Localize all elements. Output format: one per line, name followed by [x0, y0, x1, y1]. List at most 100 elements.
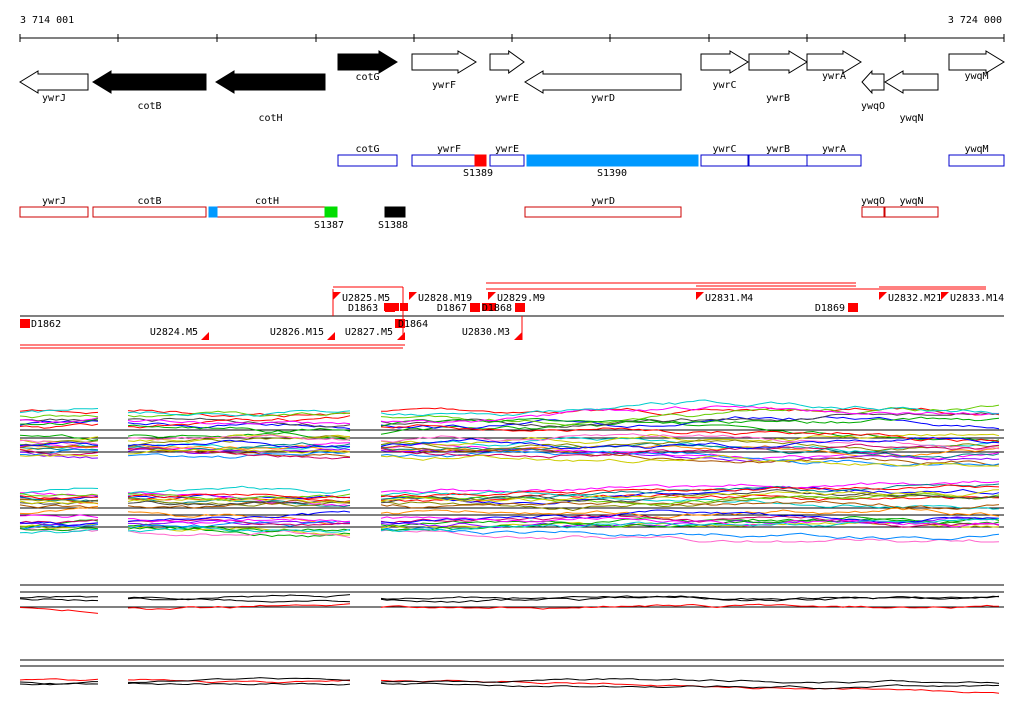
reverse-segment-label: S1388 — [378, 220, 408, 231]
feature-flag-U2830.M3 — [514, 332, 522, 340]
expression-trace — [127, 410, 351, 418]
gene-label-ywqN: ywqN — [899, 113, 923, 124]
expression-trace — [127, 451, 351, 459]
expression-trace — [19, 528, 99, 534]
expression-trace — [127, 525, 351, 533]
feature-label: D1864 — [398, 319, 428, 330]
gene-arrow-cotG — [337, 50, 398, 74]
feature-flag-U2826.M15 — [327, 332, 335, 340]
expression-trace — [127, 677, 351, 684]
expression-trace — [127, 434, 351, 441]
feature-box-D1864 — [395, 319, 405, 328]
forward-box-label: ywrE — [495, 144, 519, 155]
expression-trace — [19, 492, 99, 497]
expression-trace — [19, 454, 99, 457]
expression-trace — [127, 594, 351, 601]
gene-arrow-ywqO — [861, 69, 885, 95]
expression-trace — [380, 433, 1000, 451]
gene-label-cotB: cotB — [137, 101, 161, 112]
expression-trace — [19, 448, 99, 457]
gene-arrow-ywrC — [700, 50, 749, 74]
expression-trace — [127, 510, 351, 522]
gene-arrow-ywrJ — [19, 70, 89, 94]
feature-flag-U2825.M5 — [333, 292, 341, 300]
feature-flag-U2827.M5 — [397, 332, 405, 340]
reverse-box-label: ywqN — [899, 196, 923, 207]
reverse-box-cotB — [92, 206, 207, 218]
gene-label-ywrA: ywrA — [822, 71, 846, 82]
reverse-box-ywqO — [861, 206, 885, 218]
gene-label-ywrE: ywrE — [495, 93, 519, 104]
forward-box-label: ywrB — [766, 144, 790, 155]
expression-trace — [127, 435, 351, 447]
expression-trace — [380, 507, 1000, 519]
gene-arrow-ywrE — [489, 50, 525, 74]
gene-arrow-cotB — [92, 70, 207, 94]
gene-label-ywrD: ywrD — [591, 93, 615, 104]
forward-box-ywrA — [806, 154, 862, 167]
expression-trace — [19, 681, 99, 685]
cotH-marker-segment — [208, 206, 218, 218]
expression-trace — [19, 422, 99, 429]
expression-trace — [127, 447, 351, 460]
expression-trace — [380, 433, 1000, 446]
expression-trace — [380, 518, 1000, 533]
feature-label: U2828.M19 — [418, 293, 472, 304]
expression-trace — [19, 598, 99, 602]
expression-trace — [19, 487, 99, 495]
expression-trace — [19, 607, 99, 614]
expression-trace — [19, 449, 99, 456]
feature-label: U2830.M3 — [462, 327, 510, 338]
expression-trace — [380, 399, 1000, 417]
reverse-segment-S1388 — [384, 206, 406, 218]
feature-flag-U2829.M9 — [488, 292, 496, 300]
expression-trace — [127, 603, 351, 610]
expression-trace — [380, 405, 1000, 424]
gene-arrow-ywrA — [806, 50, 862, 74]
reverse-segment-label: S1387 — [314, 220, 344, 231]
feature-box-D1862 — [20, 319, 30, 328]
expression-trace — [380, 454, 999, 467]
feature-box-D1868 — [515, 303, 525, 312]
expression-trace — [127, 422, 351, 430]
coordinate-end: 3 724 000 — [948, 15, 1002, 26]
feature-flag-U2824.M5 — [201, 332, 209, 340]
expression-trace — [381, 436, 1000, 453]
expression-trace — [380, 489, 1000, 503]
expression-trace — [127, 419, 351, 425]
expression-trace — [380, 450, 1000, 467]
feature-label: U2827.M5 — [345, 327, 393, 338]
expression-trace — [380, 443, 1000, 460]
expression-trace — [19, 451, 99, 459]
expression-trace — [380, 493, 1000, 512]
forward-box-label: ywrC — [712, 144, 736, 155]
gene-label-ywqM: ywqM — [964, 71, 988, 82]
expression-trace — [380, 424, 1000, 443]
reverse-box-label: cotH — [255, 196, 279, 207]
feature-box-D1867 — [470, 303, 480, 312]
expression-trace — [127, 498, 351, 507]
reverse-box-cotH — [208, 206, 326, 218]
expression-trace — [127, 442, 351, 453]
forward-segment-label: S1390 — [597, 168, 627, 179]
expression-trace — [380, 603, 1000, 610]
gene-arrow-ywrD — [524, 70, 682, 94]
expression-trace — [19, 441, 99, 447]
forward-segment-label: S1389 — [463, 168, 493, 179]
expression-trace — [19, 505, 99, 515]
expression-trace — [19, 495, 98, 500]
expression-trace — [19, 418, 99, 426]
expression-trace — [127, 520, 351, 528]
expression-trace — [19, 514, 99, 519]
expression-trace — [19, 414, 99, 419]
expression-trace — [380, 480, 1000, 494]
expression-trace — [127, 424, 351, 433]
forward-strand-track: cotG ywrF ywrE ywrC ywrB ywrA ywqM S1389 S1390 — [337, 144, 1005, 179]
gene-label-ywrJ: ywrJ — [42, 93, 66, 104]
expression-trace — [380, 445, 1000, 466]
expression-trace — [380, 493, 1000, 506]
feature-label: U2831.M4 — [705, 293, 753, 304]
feature-marker — [488, 303, 496, 311]
